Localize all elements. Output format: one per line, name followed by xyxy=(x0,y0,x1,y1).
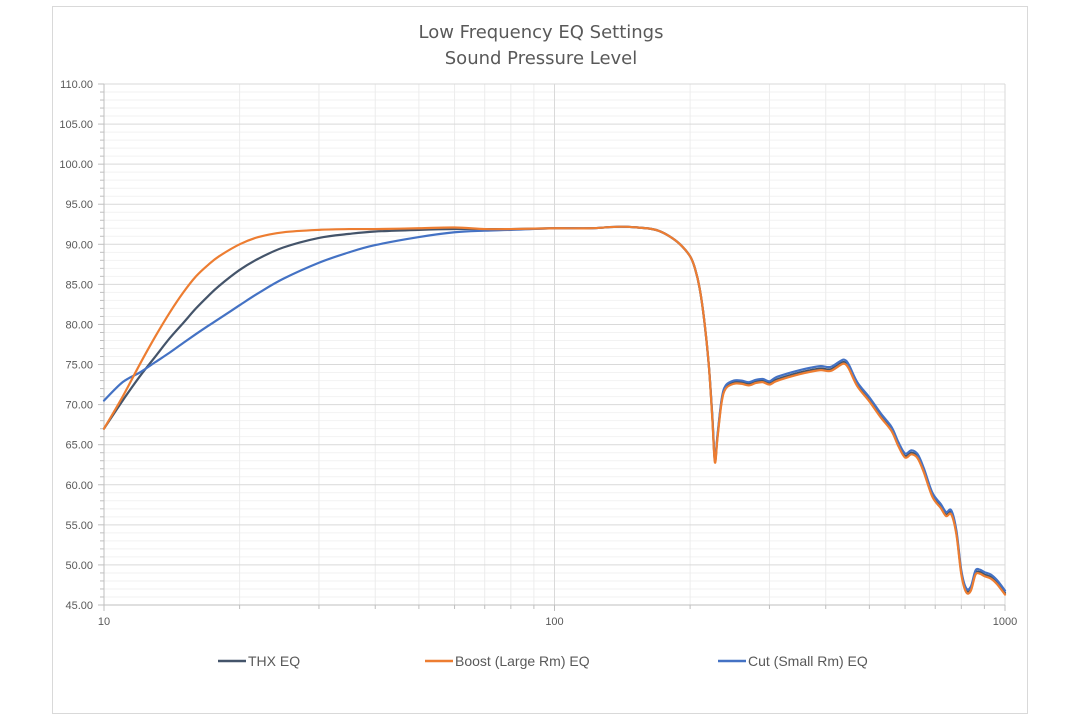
legend: THX EQ Boost (Large Rm) EQ Cut (Small Rm) … xyxy=(218,653,868,669)
axes: 45.00 50.00 55.00 60.00 65.00 70.00 75.00 80.00… xyxy=(59,79,1017,628)
y-tick-label: 105.00 xyxy=(59,119,93,131)
y-tick-label: 60.00 xyxy=(65,480,93,492)
y-tick-label: 75.00 xyxy=(65,360,93,372)
y-tick-label: 45.00 xyxy=(65,600,93,612)
chart-title-line-1: Low Frequency EQ Settings xyxy=(419,22,664,43)
legend-label: THX EQ xyxy=(248,653,300,669)
y-tick-label: 95.00 xyxy=(65,199,93,211)
x-tick-label: 1000 xyxy=(993,616,1017,628)
series-group xyxy=(102,225,1007,596)
series-line-2 xyxy=(102,225,1007,592)
x-tick-label: 10 xyxy=(98,616,110,628)
chart-frame xyxy=(52,6,1028,714)
y-tick-label: 90.00 xyxy=(65,239,93,251)
legend-label: Cut (Small Rm) EQ xyxy=(748,653,868,669)
y-tick-label: 85.00 xyxy=(65,279,93,291)
chart-title-line-2: Sound Pressure Level xyxy=(445,48,638,69)
y-tick-label: 100.00 xyxy=(59,159,93,171)
grid xyxy=(103,83,1006,606)
y-tick-label: 50.00 xyxy=(65,560,93,572)
y-tick-label: 55.00 xyxy=(65,520,93,532)
y-tick-label: 80.00 xyxy=(65,319,93,331)
legend-label: Boost (Large Rm) EQ xyxy=(455,653,590,669)
y-tick-label: 110.00 xyxy=(60,79,93,91)
y-tick-label: 70.00 xyxy=(65,400,93,412)
x-tick-label: 100 xyxy=(545,616,563,628)
series-line-1 xyxy=(102,225,1007,596)
y-tick-label: 65.00 xyxy=(65,440,93,452)
